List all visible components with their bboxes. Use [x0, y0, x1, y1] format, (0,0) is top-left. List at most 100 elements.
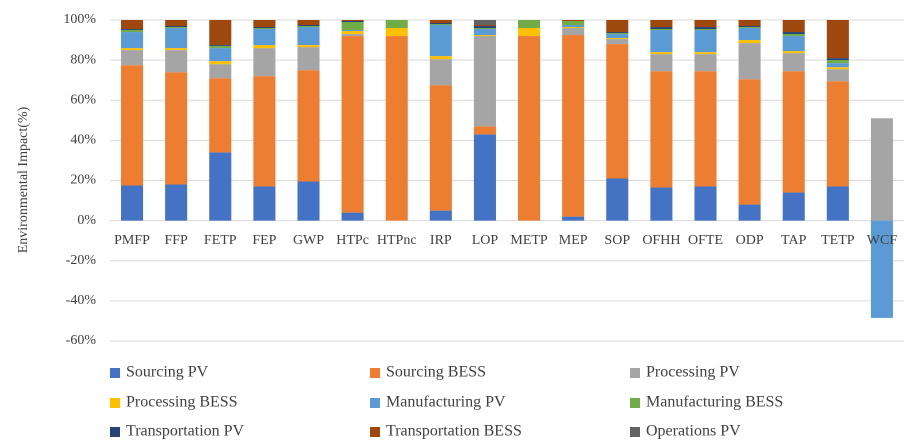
- bar-segment: [694, 54, 717, 72]
- bar-segment: [650, 54, 673, 72]
- bar-segment: [297, 27, 320, 46]
- bar-segment: [165, 27, 188, 29]
- bar-segment: [826, 186, 849, 221]
- bar-segment: [121, 65, 144, 186]
- bar-segment: [738, 28, 761, 41]
- x-tick-label: PMFP: [114, 233, 150, 248]
- bar-segment: [826, 60, 849, 64]
- x-tick-label: FFP: [164, 233, 188, 248]
- bar-segment: [297, 70, 320, 182]
- y-tick-label: 40%: [70, 133, 96, 148]
- bar-segment: [297, 181, 320, 221]
- bar-segment: [253, 28, 276, 30]
- y-tick-label: 0%: [77, 213, 96, 228]
- bar-segment: [826, 63, 849, 68]
- bar-segment: [562, 27, 585, 29]
- bar-segment: [562, 28, 585, 36]
- legend-swatch: [110, 398, 120, 408]
- bar-segment: [782, 51, 805, 54]
- bar-segment: [121, 29, 144, 31]
- x-tick-label: OFTE: [688, 233, 723, 248]
- bar-segment: [253, 76, 276, 187]
- bar-segment: [650, 52, 673, 55]
- bar-segment: [650, 71, 673, 188]
- y-axis-title: Environmental Impact(%): [16, 106, 31, 253]
- bar-segment: [606, 34, 629, 39]
- legend-label: Processing BESS: [126, 394, 238, 411]
- y-tick-label: 80%: [70, 52, 96, 67]
- bar-segment: [473, 20, 496, 26]
- bar-segment: [297, 47, 320, 71]
- bar-segment: [782, 53, 805, 72]
- bar-segment: [253, 45, 276, 49]
- bar-segment: [870, 118, 893, 221]
- bar-segment: [341, 30, 364, 32]
- bar-segment: [209, 78, 232, 153]
- bar-segment: [650, 20, 673, 28]
- bar-segment: [518, 28, 541, 37]
- bar-segment: [297, 26, 320, 28]
- bar-segment: [738, 26, 761, 28]
- x-tick-label: HTPnc: [377, 233, 417, 248]
- x-tick-label: TETP: [821, 233, 855, 248]
- y-tick-label: -20%: [66, 253, 97, 268]
- bar-segment: [738, 79, 761, 205]
- bar-segment: [341, 31, 364, 35]
- bar-segment: [562, 25, 585, 28]
- bar-segment: [429, 56, 452, 60]
- x-tick-label: WCF: [867, 233, 898, 248]
- bar-segment: [826, 69, 849, 82]
- bar-segment: [429, 25, 452, 57]
- x-tick-label: METP: [510, 233, 548, 248]
- bar-segment: [253, 27, 276, 29]
- bar-segment: [606, 38, 629, 40]
- x-tick-label: TAP: [781, 233, 807, 248]
- bar-segment: [870, 220, 893, 318]
- legend-label: Manufacturing PV: [386, 394, 506, 411]
- bar-segment: [297, 45, 320, 48]
- bar-segment: [209, 45, 232, 47]
- legend-swatch: [630, 427, 640, 437]
- legend-label: Manufacturing BESS: [646, 394, 783, 411]
- x-tick-label: LOP: [472, 233, 499, 248]
- bar-segment: [209, 152, 232, 221]
- bar-segment: [165, 184, 188, 221]
- bar-segment: [473, 28, 496, 30]
- bar-segment: [473, 35, 496, 37]
- bar-segment: [606, 39, 629, 45]
- bar-segment: [165, 50, 188, 73]
- bar-segment: [429, 210, 452, 221]
- bar-segment: [782, 34, 805, 37]
- bar-segment: [606, 20, 629, 33]
- bar-segment: [253, 29, 276, 46]
- bar-segment: [165, 26, 188, 28]
- legend-swatch: [630, 368, 640, 378]
- bar-segment: [782, 71, 805, 193]
- x-tick-label: ODP: [736, 233, 764, 248]
- legend-swatch: [110, 368, 120, 378]
- legend-label: Sourcing BESS: [386, 364, 486, 381]
- bar-segment: [209, 64, 232, 79]
- bar-segment: [121, 30, 144, 33]
- legend-label: Sourcing PV: [126, 364, 209, 381]
- bar-segment: [473, 134, 496, 221]
- legend-label: Processing PV: [646, 364, 740, 381]
- y-tick-label: -60%: [66, 333, 97, 348]
- bar-segment: [473, 26, 496, 29]
- bar-segment: [209, 48, 232, 62]
- bar-segment: [429, 59, 452, 86]
- bar-segment: [341, 212, 364, 221]
- bar-segment: [694, 186, 717, 221]
- bar-segment: [782, 192, 805, 221]
- x-tick-label: GWP: [293, 233, 324, 248]
- bar-segment: [738, 27, 761, 29]
- bar-segment: [121, 185, 144, 221]
- bar-segment: [165, 72, 188, 185]
- bar-segment: [650, 29, 673, 31]
- bar-segment: [253, 20, 276, 28]
- bar-segment: [826, 58, 849, 61]
- bar-segment: [738, 40, 761, 44]
- bar-segment: [826, 67, 849, 70]
- bar-segment: [165, 20, 188, 27]
- bar-segment: [121, 20, 144, 30]
